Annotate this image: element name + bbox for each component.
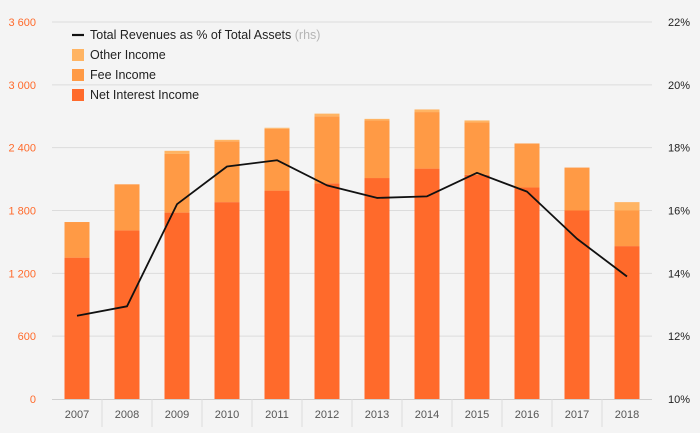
bar-net-interest-income: [514, 187, 540, 399]
y-left-tick-label: 2 400: [8, 143, 36, 155]
bar-net-interest-income: [114, 230, 140, 399]
legend-label: Other Income: [90, 48, 166, 62]
y-right-tick-label: 16%: [668, 206, 690, 218]
bar-net-interest-income: [564, 210, 590, 399]
bar-net-interest-income: [314, 183, 340, 399]
x-tick-label: 2017: [565, 409, 589, 421]
legend-swatch: [72, 69, 84, 81]
bar-fee-income: [364, 120, 390, 179]
y-right-tick-label: 22%: [668, 17, 690, 29]
y-left-tick-label: 1 800: [8, 206, 36, 218]
x-tick-label: 2014: [415, 409, 439, 421]
bar-net-interest-income: [164, 212, 190, 399]
x-tick-label: 2012: [315, 409, 339, 421]
y-left-tick-label: 600: [18, 331, 36, 343]
x-tick-label: 2009: [165, 409, 189, 421]
bar-net-interest-income: [214, 202, 240, 399]
y-left-tick-label: 3 600: [8, 17, 36, 29]
bar-net-interest-income: [364, 178, 390, 399]
y-right-tick-label: 18%: [668, 143, 690, 155]
y-left-tick-label: 1 200: [8, 268, 36, 280]
bar-fee-income: [514, 143, 540, 188]
bar-other-income: [364, 118, 390, 121]
bar-other-income: [264, 127, 290, 129]
bar-fee-income: [414, 112, 440, 169]
legend-label: Net Interest Income: [90, 88, 199, 102]
legend: Total Revenues as % of Total Assets (rhs…: [72, 28, 320, 102]
bar-net-interest-income: [264, 190, 290, 399]
x-tick-label: 2016: [515, 409, 539, 421]
x-tick-label: 2010: [215, 409, 239, 421]
bar-net-interest-income: [64, 257, 90, 399]
bar-other-income: [464, 120, 490, 123]
y-left-tick-label: 3 000: [8, 80, 36, 92]
x-tick-label: 2011: [265, 409, 289, 421]
y-right-tick-label: 14%: [668, 268, 690, 280]
bar-net-interest-income: [464, 174, 490, 399]
x-tick-label: 2013: [365, 409, 389, 421]
legend-swatch: [72, 49, 84, 61]
bar-other-income: [164, 150, 190, 154]
x-tick-label: 2007: [65, 409, 89, 421]
bar-other-income: [214, 139, 240, 142]
bar-fee-income: [564, 167, 590, 211]
bar-net-interest-income: [614, 246, 640, 399]
y-right-tick-label: 10%: [668, 394, 690, 406]
legend-swatch: [72, 89, 84, 101]
x-tick-label: 2018: [615, 409, 639, 421]
line-series: [76, 159, 628, 317]
bar-fee-income: [314, 116, 340, 184]
bar-series: [64, 109, 640, 399]
bar-fee-income: [214, 141, 240, 203]
y-right-tick-label: 12%: [668, 331, 690, 343]
x-tick-label: 2008: [115, 409, 139, 421]
bar-fee-income: [114, 184, 140, 231]
grid-lines: [52, 21, 652, 337]
y-right-tick-label: 20%: [668, 80, 690, 92]
bar-fee-income: [614, 210, 640, 247]
bar-other-income: [614, 202, 640, 211]
line-total-revenues-pct: [76, 159, 628, 317]
x-tick-label: 2015: [465, 409, 489, 421]
axes: 0 10% 600 12% 1 200 14% 1 800 16% 2 400 18% 3 000 2…: [8, 17, 690, 427]
bar-other-income: [314, 113, 340, 117]
y-left-tick-label: 0: [30, 394, 36, 406]
bar-fee-income: [464, 122, 490, 175]
bar-other-income: [414, 109, 440, 113]
legend-label-suffix: (rhs): [291, 28, 320, 42]
bar-fee-income: [64, 222, 90, 258]
legend-label: Total Revenues as % of Total Assets (rhs…: [90, 28, 320, 42]
bar-fee-income: [164, 153, 190, 213]
legend-label: Fee Income: [90, 68, 156, 82]
bar-net-interest-income: [414, 168, 440, 399]
